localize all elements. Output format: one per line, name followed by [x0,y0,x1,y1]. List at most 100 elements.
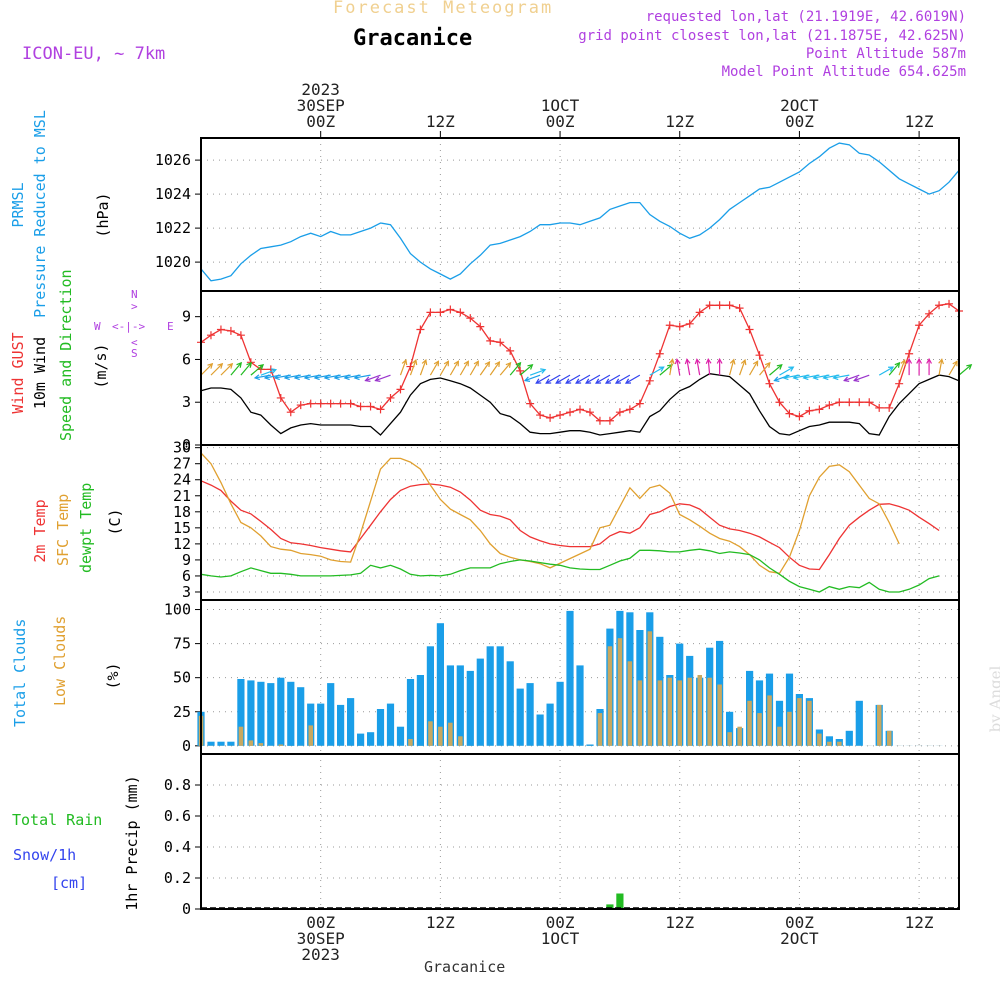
faded-title: Forecast Meteogram [333,0,554,18]
wind-arrow [759,362,771,376]
bottom-time-label: 00Z [546,913,575,932]
wind-arrow [833,374,850,379]
wind-arrow [749,360,759,376]
gust-marker [306,399,315,408]
y-tick-label: 25 [173,703,191,721]
wind-arrowhead [843,376,850,382]
gust-marker [725,301,734,310]
wind-arrowhead [540,368,547,374]
top-time-label: 30SEP [297,96,345,115]
wind-arrow [686,359,691,376]
gust-marker [316,399,325,408]
y-tick-label: 27 [173,455,191,473]
wind-arrowhead [674,358,681,365]
wind-arrow [354,374,371,379]
top-time-label: 2OCT [780,96,819,115]
gust-marker [426,308,435,317]
wind-arrowhead [966,364,973,370]
wind-arrowhead [236,361,243,368]
gust-marker [526,399,535,408]
wind-arrowhead [293,374,300,381]
wind-arrowhead [594,378,602,384]
gust-marker [536,411,545,420]
wind-arrowhead [421,358,428,366]
wind-arrowhead [782,374,789,381]
wind-arrowhead [705,357,712,365]
bottom-time-label: 12Z [905,913,934,932]
wind-arrow [459,360,469,376]
wind-arrowhead [764,361,771,368]
wind-arrowhead [658,366,665,372]
gust-marker [755,351,764,360]
gust-marker [286,408,295,417]
wind-arrow [844,374,860,382]
bar-low-clouds [458,736,463,746]
bottom-time-label: 00Z [306,913,335,932]
wind-arrowhead [263,374,270,381]
series-line-10m-wind [200,373,960,436]
bar-total-clouds [307,703,315,746]
bar-total-clouds [466,670,474,746]
wind-arrowhead [374,376,381,382]
y-tick-label: 21 [173,487,191,505]
series-line-sfc-temp [200,452,900,575]
y-tick-label: 0.6 [164,807,191,825]
wind-arrow [948,360,958,376]
bar-low-clouds [647,631,653,746]
y-tick-label: 6 [182,350,191,368]
gust-marker [855,398,864,407]
gust-marker [925,309,934,318]
y-tick-label: 9 [182,551,191,569]
wind-arrow [439,360,449,376]
wind-arrowhead [484,360,491,368]
bar-low-clouds [887,730,892,746]
wind-arrow [555,374,571,384]
wind-arrowhead [258,364,265,370]
wind-arrowhead [273,374,280,381]
gust-marker [546,413,555,422]
wind-arrowhead [575,378,582,384]
bar-total-clouds [426,646,434,746]
wind-arrow [449,360,459,376]
bar-total-clouds [436,623,444,746]
wind-arrow [853,374,870,382]
wind-arrowhead [802,374,809,381]
gust-marker [705,301,714,310]
compass-ns-arrow-up: > [131,300,138,313]
gust-marker [715,301,724,310]
bar-low-clouds [448,722,453,746]
bar-low-clouds [627,661,633,746]
wind-arrowhead [624,378,631,384]
wind-arrow [669,359,674,376]
bar-low-clouds [727,732,732,746]
bar-total-clouds [825,736,833,746]
bar-total-clouds [536,714,544,746]
wind-arrowhead [527,364,534,370]
top-time-label: 12Z [905,112,934,131]
wind-arrowhead [614,378,622,384]
wind-arrowhead [303,374,310,381]
wind-arrow [399,359,407,376]
wind-arrowhead [740,358,747,366]
wind-arrowhead [684,358,691,365]
bar-low-clouds [747,700,752,746]
wind-arrowhead [788,366,795,372]
wind-arrowhead [523,376,531,382]
wind-arrowhead [555,378,562,384]
gust-marker [815,405,824,414]
bar-total-clouds [526,683,534,746]
bar-low-clouds [438,726,443,746]
bar-total-clouds [855,700,863,746]
wind-arrow [524,374,541,382]
wind-arrowhead [604,378,612,384]
wind-arrow [659,364,673,376]
bar-total-rain [606,904,614,909]
top-time-label: 00Z [546,112,575,131]
gust-marker [685,319,694,328]
wind-arrowhead [494,360,501,368]
bar-low-clouds [617,638,623,746]
wind-arrow [575,374,591,384]
y-tick-label: 6 [182,567,191,585]
wind-arrowhead [313,374,320,381]
